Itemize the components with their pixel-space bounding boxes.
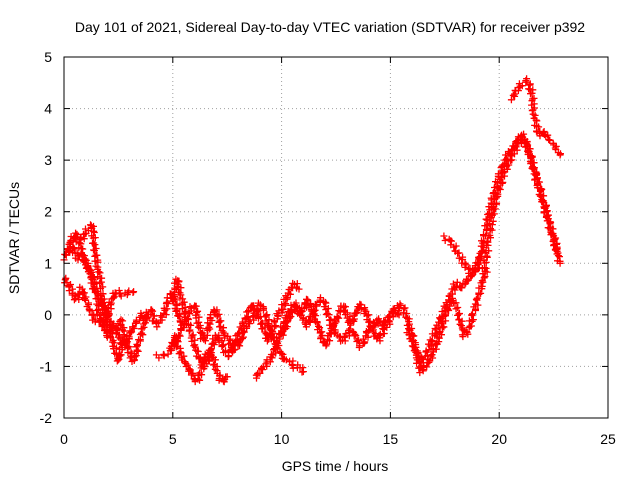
grid-lines xyxy=(64,57,608,418)
axis-ticks: 0 5 10 15 20 25 -2 -1 0 1 2 3 4 5 xyxy=(40,49,616,447)
data-trace xyxy=(507,75,564,159)
data-point-markers xyxy=(168,275,303,371)
data-trace xyxy=(478,135,562,272)
y-tick-label: 4 xyxy=(44,101,52,117)
chart-title: Day 101 of 2021, Sidereal Day-to-day VTE… xyxy=(75,19,585,35)
x-tick-label: 0 xyxy=(60,431,68,447)
data-point-markers xyxy=(66,233,151,350)
y-tick-label: 2 xyxy=(44,204,52,220)
data-trace xyxy=(66,233,151,350)
data-point-markers xyxy=(507,75,564,159)
y-axis-label: SDTVAR / TECUs xyxy=(6,182,22,294)
x-axis-label: GPS time / hours xyxy=(282,458,389,474)
y-tick-label: 3 xyxy=(44,152,52,168)
x-tick-label: 25 xyxy=(600,431,616,447)
data-point-markers xyxy=(440,130,564,279)
y-tick-label: 5 xyxy=(44,49,52,65)
y-tick-label: -1 xyxy=(40,358,53,374)
x-tick-label: 15 xyxy=(383,431,399,447)
y-tick-label: 0 xyxy=(44,307,52,323)
y-tick-label: -2 xyxy=(40,410,53,426)
x-tick-label: 5 xyxy=(169,431,177,447)
plot-frame xyxy=(63,56,609,419)
y-tick-label: 1 xyxy=(44,255,52,271)
x-tick-label: 10 xyxy=(274,431,290,447)
data-point-markers xyxy=(478,135,562,272)
data-trace xyxy=(168,275,303,371)
x-tick-label: 20 xyxy=(491,431,507,447)
data-points xyxy=(60,75,564,386)
data-trace xyxy=(440,130,564,279)
